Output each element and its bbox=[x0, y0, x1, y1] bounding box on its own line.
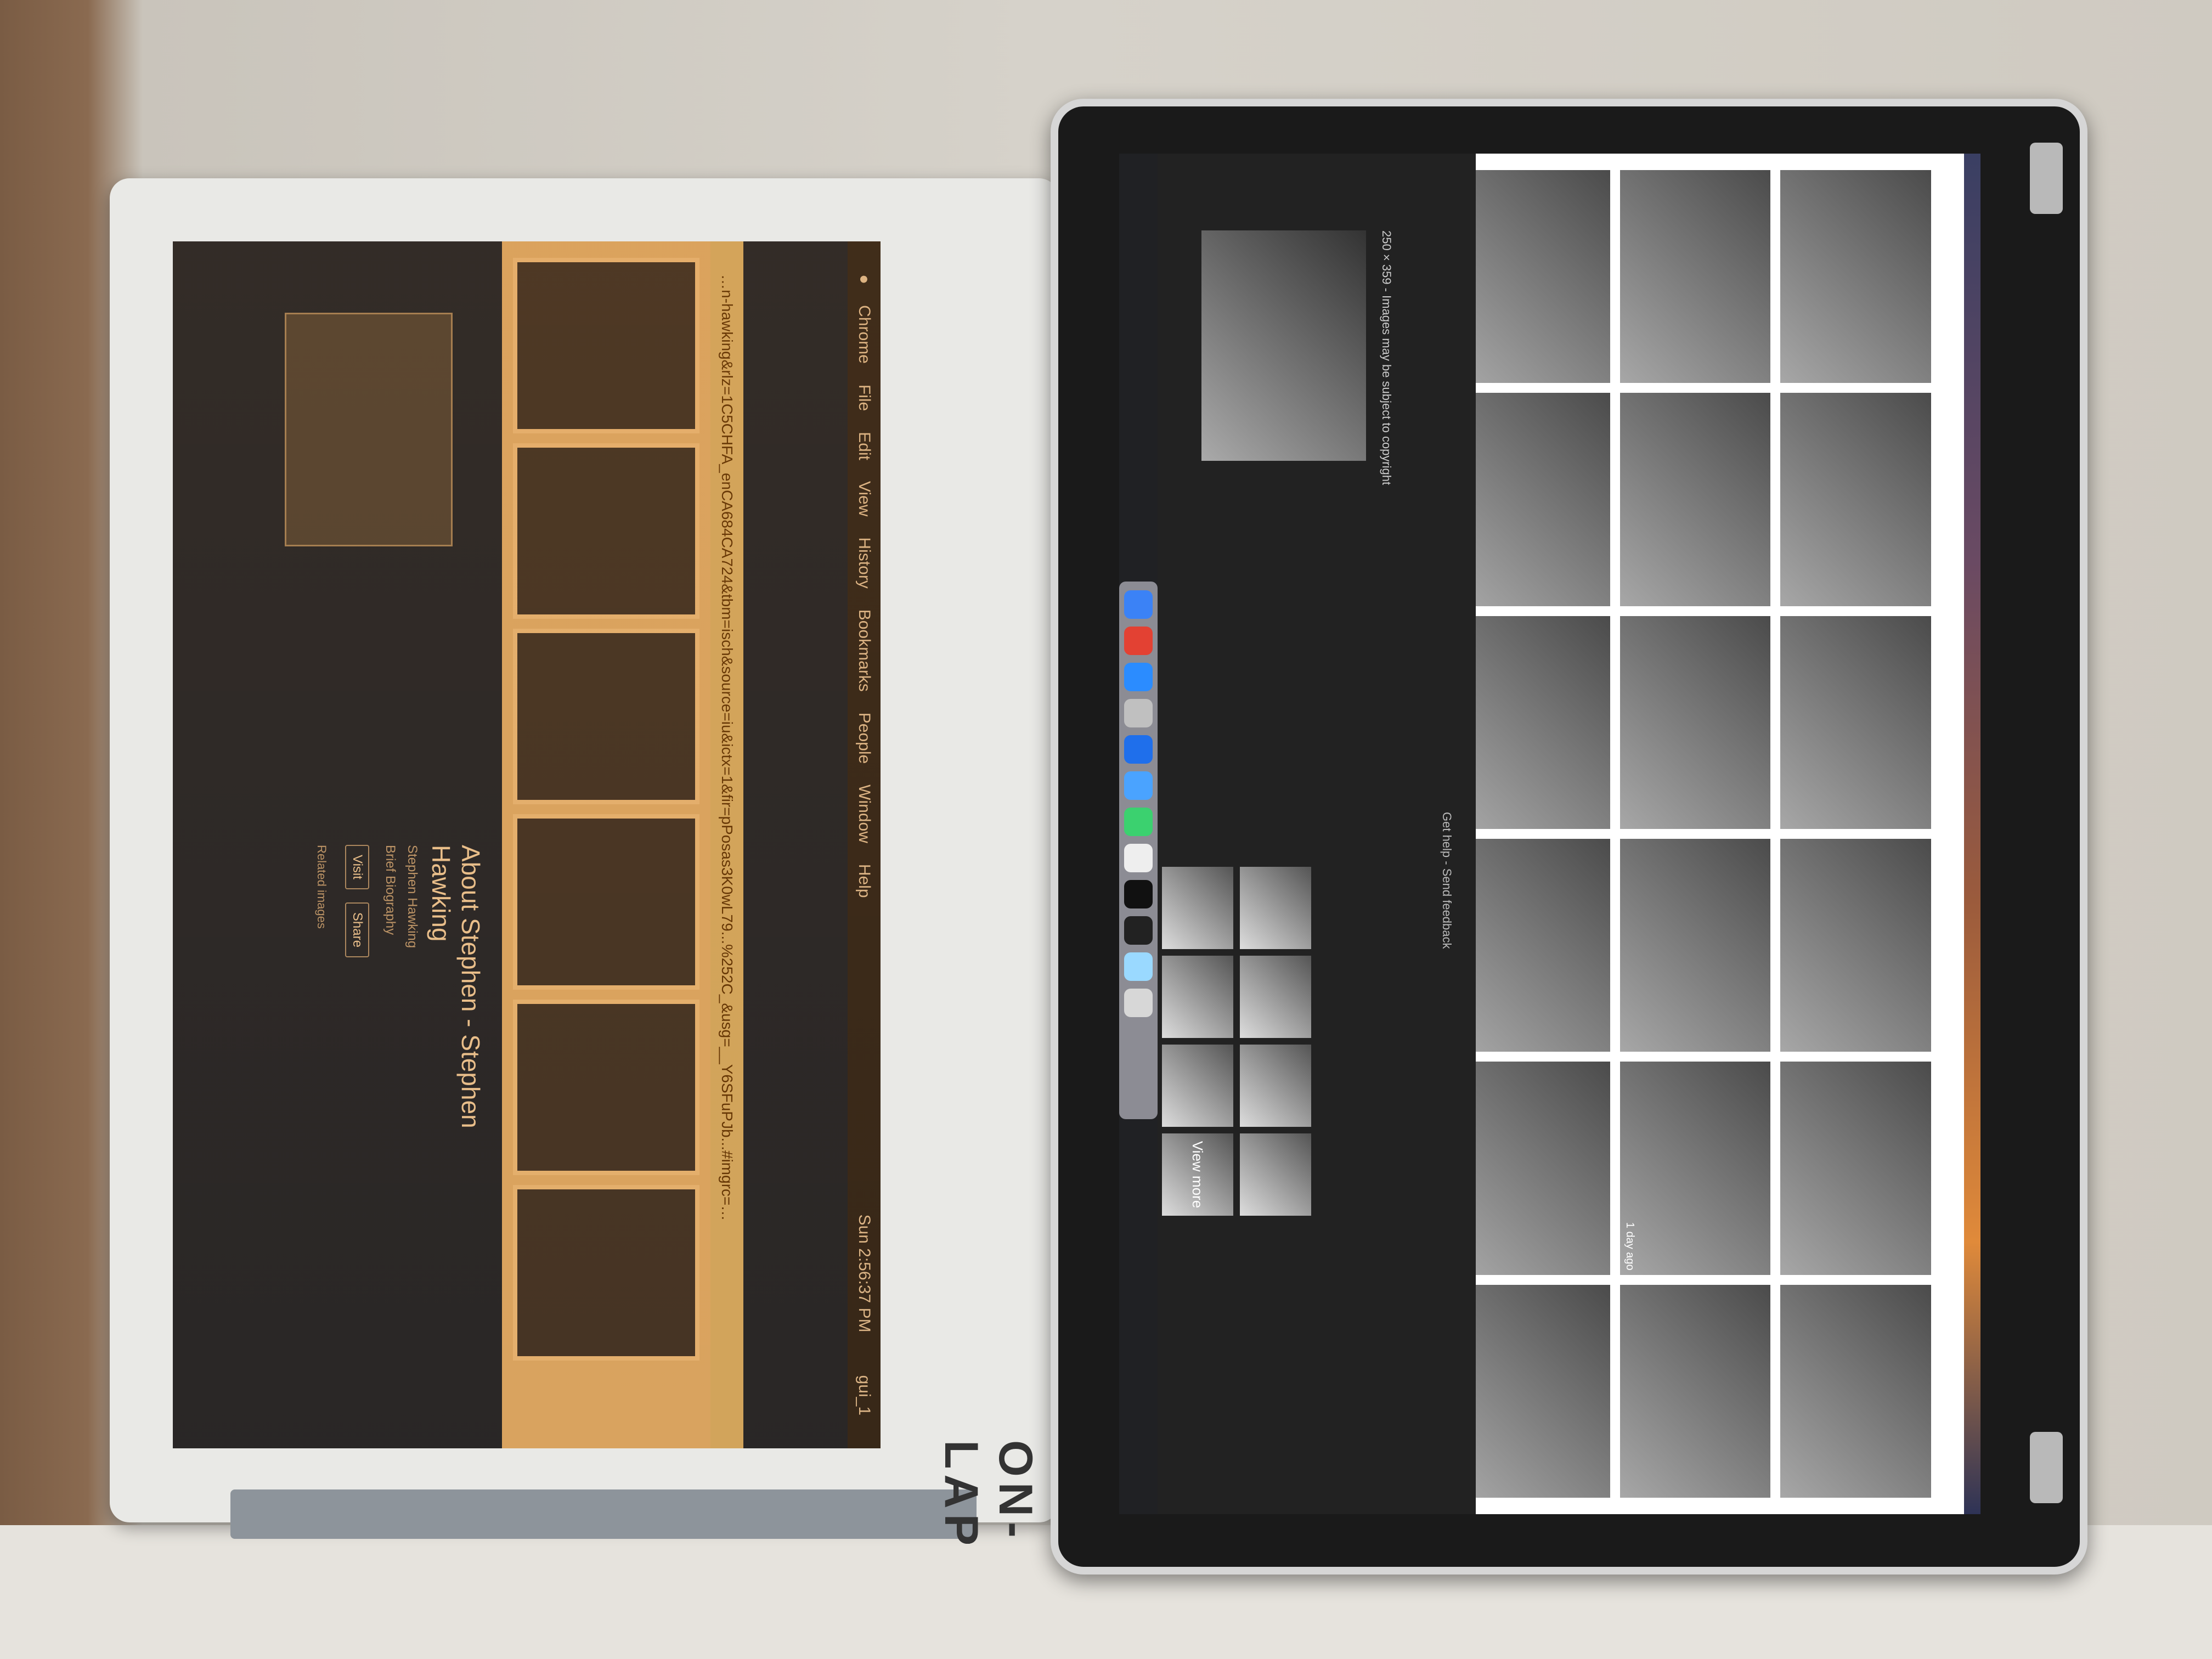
activity-monitor-icon[interactable] bbox=[1124, 808, 1153, 836]
related-thumbnails: View more bbox=[1162, 867, 1311, 1216]
viewer-preview-image[interactable] bbox=[1201, 230, 1366, 461]
image-results-strip bbox=[502, 241, 710, 1448]
image-result[interactable] bbox=[1459, 1062, 1610, 1275]
left-screen: ● Chrome File Edit View History Bookmark… bbox=[173, 241, 881, 1448]
image-result[interactable] bbox=[1780, 839, 1931, 1052]
app-icon[interactable] bbox=[1124, 771, 1153, 800]
image-timestamp: 1 day ago bbox=[1623, 1222, 1636, 1271]
image-result[interactable] bbox=[1459, 1284, 1610, 1498]
hinge bbox=[2030, 143, 2063, 214]
related-thumbnail[interactable] bbox=[1240, 956, 1311, 1038]
image-result[interactable] bbox=[1780, 1062, 1931, 1275]
image-result[interactable] bbox=[513, 1000, 699, 1175]
trash-icon[interactable] bbox=[1124, 989, 1153, 1017]
image-result[interactable] bbox=[1459, 839, 1610, 1052]
menu-history[interactable]: History bbox=[855, 537, 873, 589]
image-result[interactable] bbox=[1780, 170, 1931, 383]
image-result[interactable] bbox=[1620, 839, 1771, 1052]
panel-actions: Visit Share bbox=[345, 845, 369, 1229]
menu-chrome[interactable]: Chrome bbox=[855, 305, 873, 364]
image-result[interactable] bbox=[1620, 170, 1771, 383]
menu-view[interactable]: View bbox=[855, 481, 873, 517]
safari-icon[interactable] bbox=[1124, 663, 1153, 691]
image-result[interactable]: 1 day ago bbox=[1620, 1062, 1771, 1275]
image-result[interactable] bbox=[1459, 393, 1610, 606]
terminal-icon[interactable] bbox=[1124, 880, 1153, 909]
help-links[interactable]: Get help - Send feedback bbox=[1440, 812, 1454, 949]
brand-logo: ON-LAP bbox=[935, 1440, 1042, 1551]
knowledge-panel: About Stephen - Stephen Hawking Stephen … bbox=[314, 845, 486, 1229]
menu-help[interactable]: Help bbox=[855, 864, 873, 898]
hinge bbox=[2030, 1432, 2063, 1503]
image-result[interactable] bbox=[1780, 616, 1931, 829]
menu-bar: ● Chrome File Edit View History Bookmark… bbox=[848, 241, 881, 1448]
menubar-clock[interactable]: Sun 2:56:37 PM bbox=[855, 1214, 873, 1333]
image-result[interactable] bbox=[1620, 1284, 1771, 1498]
panel-detail: Brief Biography bbox=[383, 845, 398, 935]
finder-icon[interactable] bbox=[1124, 590, 1153, 619]
image-result[interactable] bbox=[1780, 393, 1931, 606]
menu-people[interactable]: People bbox=[855, 712, 873, 764]
image-result[interactable] bbox=[513, 1185, 699, 1361]
selected-image-preview[interactable] bbox=[285, 313, 453, 546]
image-caption: 250 × 359 - Images may be subject to cop… bbox=[1380, 230, 1393, 486]
image-result[interactable] bbox=[513, 814, 699, 990]
image-result[interactable] bbox=[1780, 1284, 1931, 1498]
related-images-label: Related images bbox=[315, 845, 329, 929]
app-icon[interactable] bbox=[1124, 735, 1153, 764]
image-result[interactable] bbox=[513, 629, 699, 804]
app-icon[interactable] bbox=[1124, 916, 1153, 945]
image-result[interactable] bbox=[513, 258, 699, 433]
view-more-button[interactable]: View more bbox=[1162, 1133, 1233, 1216]
user-name[interactable]: gui_1 bbox=[855, 1375, 873, 1415]
image-results-grid: 1 day ago bbox=[1459, 170, 1931, 1498]
related-thumbnail[interactable] bbox=[1162, 1045, 1233, 1127]
menu-edit[interactable]: Edit bbox=[855, 432, 873, 460]
related-thumbnail[interactable] bbox=[1240, 1133, 1311, 1216]
app-icon[interactable] bbox=[1124, 844, 1153, 872]
image-result[interactable] bbox=[513, 443, 699, 619]
right-screen-content: 1 day ago Get help - Send feedback 250 ×… bbox=[1119, 154, 1980, 1514]
dock bbox=[1119, 582, 1158, 1119]
related-thumbnail[interactable] bbox=[1162, 867, 1233, 949]
app-icon[interactable] bbox=[1124, 952, 1153, 981]
apple-icon[interactable]: ● bbox=[855, 274, 873, 285]
menu-window[interactable]: Window bbox=[855, 785, 873, 843]
address-bar[interactable]: …n-hawking&rlz=1C5CHFA_enCA684CA724&tbm=… bbox=[710, 241, 743, 1448]
related-thumbnail[interactable] bbox=[1240, 867, 1311, 949]
image-result[interactable] bbox=[1620, 393, 1771, 606]
left-screen-content: ● Chrome File Edit View History Bookmark… bbox=[173, 241, 881, 1448]
image-result[interactable] bbox=[1459, 616, 1610, 829]
menu-file[interactable]: File bbox=[855, 384, 873, 411]
right-screen: 1 day ago Get help - Send feedback 250 ×… bbox=[1119, 154, 1980, 1514]
panel-subtitle: Stephen Hawking bbox=[405, 845, 420, 949]
image-result[interactable] bbox=[1620, 616, 1771, 829]
system-preferences-icon[interactable] bbox=[1124, 699, 1153, 727]
panel-title[interactable]: About Stephen - Stephen Hawking bbox=[427, 845, 485, 1128]
share-button[interactable]: Share bbox=[345, 902, 369, 957]
related-thumbnail[interactable] bbox=[1162, 956, 1233, 1038]
visit-button[interactable]: Visit bbox=[345, 845, 369, 889]
chrome-icon[interactable] bbox=[1124, 627, 1153, 655]
image-result[interactable] bbox=[1459, 170, 1610, 383]
monitor-stand bbox=[230, 1489, 977, 1539]
image-viewer: Get help - Send feedback 250 × 359 - Ima… bbox=[1158, 154, 1476, 1514]
related-thumbnail[interactable] bbox=[1240, 1045, 1311, 1127]
menu-bookmarks[interactable]: Bookmarks bbox=[855, 609, 873, 692]
